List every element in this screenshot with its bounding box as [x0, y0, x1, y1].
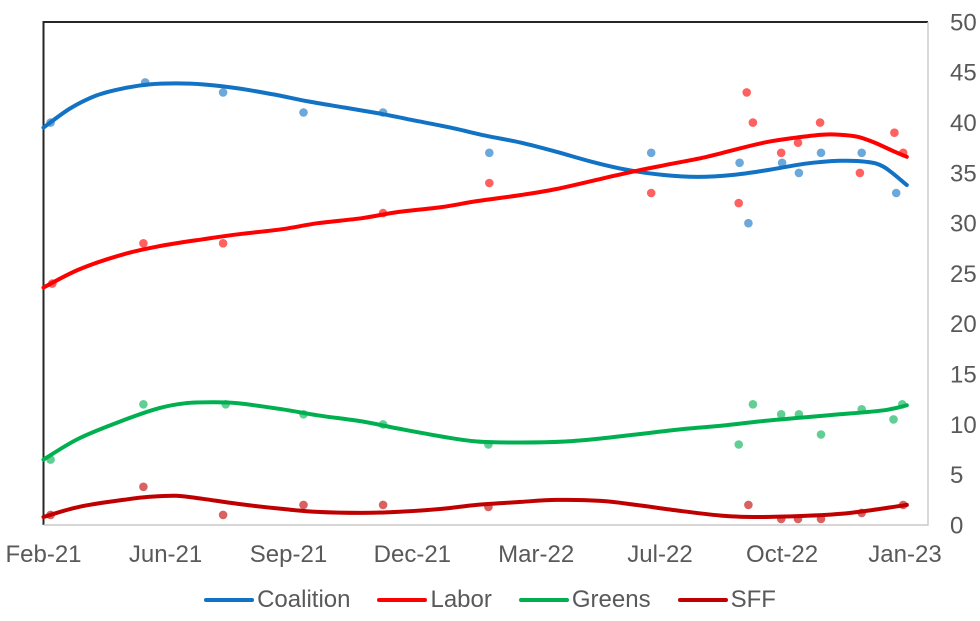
sff-line-swatch-icon — [677, 598, 728, 602]
data-point-labor — [793, 138, 803, 147]
legend-item-sff: SFF — [677, 586, 776, 613]
legend-label: SFF — [730, 586, 776, 613]
legend-item-coalition: Coalition — [204, 588, 350, 612]
plot-border-dark — [42, 21, 928, 525]
data-point-coalition — [794, 168, 804, 178]
data-point-labor — [742, 88, 751, 97]
y-tick-label: 25 — [950, 261, 977, 288]
x-tick-label: Dec-21 — [374, 541, 451, 568]
data-point-coalition — [857, 148, 866, 158]
data-point-coalition — [735, 158, 744, 168]
legend-label: Labor — [430, 586, 492, 613]
data-point-labor — [218, 239, 228, 248]
data-point-sff — [139, 482, 148, 492]
data-point-coalition — [816, 148, 826, 158]
data-point-coalition — [777, 158, 787, 168]
x-tick-label: Mar-22 — [498, 541, 574, 568]
trend-line-sff — [41, 493, 909, 519]
y-tick-label: 5 — [950, 462, 963, 489]
y-tick-label: 45 — [950, 60, 977, 87]
x-tick-label: Oct-22 — [746, 541, 818, 568]
y-tick-label: 10 — [950, 412, 977, 439]
greens-line-swatch-icon — [518, 598, 569, 602]
legend-label: Coalition — [257, 586, 351, 613]
data-point-greens — [734, 440, 743, 449]
x-tick-label: Feb-21 — [5, 541, 81, 568]
data-point-labor — [485, 178, 494, 188]
data-point-coalition — [218, 88, 228, 97]
y-tick-label: 15 — [950, 362, 977, 389]
data-point-labor — [734, 198, 743, 208]
chart-canvas: 0 5 10 15 20 25 30 35 40 45 50 Feb-21 Jun-21 Sep-21 De… — [5, 9, 977, 568]
scatter-points-coalition — [46, 78, 901, 228]
data-point-coalition — [646, 148, 656, 158]
legend-label: Greens — [571, 586, 651, 613]
legend-item-greens: Greens — [518, 586, 651, 613]
coalition-line-swatch-icon — [204, 598, 255, 602]
y-axis-labels: 0 5 10 15 20 25 30 35 40 45 50 — [950, 9, 977, 539]
plot-border-light — [43, 22, 929, 526]
data-point-labor — [815, 118, 825, 127]
scatter-points-greens — [46, 400, 907, 464]
data-point-labor — [646, 188, 656, 198]
labor-line-swatch-icon — [377, 598, 428, 602]
data-point-coalition — [744, 218, 753, 228]
y-tick-label: 20 — [950, 311, 977, 338]
data-point-sff — [378, 500, 388, 510]
data-point-greens — [816, 430, 826, 439]
data-point-labor — [748, 118, 758, 127]
data-point-sff — [218, 510, 228, 520]
data-point-greens — [748, 400, 758, 409]
chart-legend: Coalition Labor Greens SFF — [0, 588, 980, 612]
legend-item-labor: Labor — [377, 586, 492, 613]
y-tick-label: 50 — [950, 9, 977, 36]
y-tick-label: 30 — [950, 211, 977, 238]
x-tick-label: Sep-21 — [250, 541, 327, 568]
x-tick-label: Jul-22 — [627, 541, 692, 568]
data-point-greens — [776, 410, 786, 419]
data-point-labor — [139, 239, 148, 248]
data-point-labor — [776, 148, 786, 158]
x-tick-label: Jun-21 — [129, 541, 202, 568]
x-axis-labels: Feb-21 Jun-21 Sep-21 Dec-21 Mar-22 Jul-22 Oct-… — [5, 541, 941, 568]
data-point-coalition — [299, 108, 308, 117]
data-point-sff — [299, 500, 308, 510]
y-tick-label: 40 — [950, 110, 977, 137]
data-point-coalition — [891, 188, 901, 198]
trend-line-greens — [41, 400, 909, 462]
data-point-labor — [890, 128, 899, 137]
y-tick-label: 35 — [950, 160, 977, 187]
data-point-sff — [744, 500, 753, 510]
y-tick-label: 0 — [950, 512, 963, 539]
plot-border — [42, 21, 929, 526]
data-point-coalition — [485, 148, 494, 158]
data-point-greens — [889, 415, 898, 424]
x-tick-label: Jan-23 — [868, 541, 941, 568]
data-point-labor — [855, 168, 865, 178]
trend-line-coalition — [41, 81, 909, 187]
data-point-greens — [139, 400, 148, 409]
trend-line-labor — [41, 132, 909, 290]
scatter-points-labor — [48, 88, 908, 288]
